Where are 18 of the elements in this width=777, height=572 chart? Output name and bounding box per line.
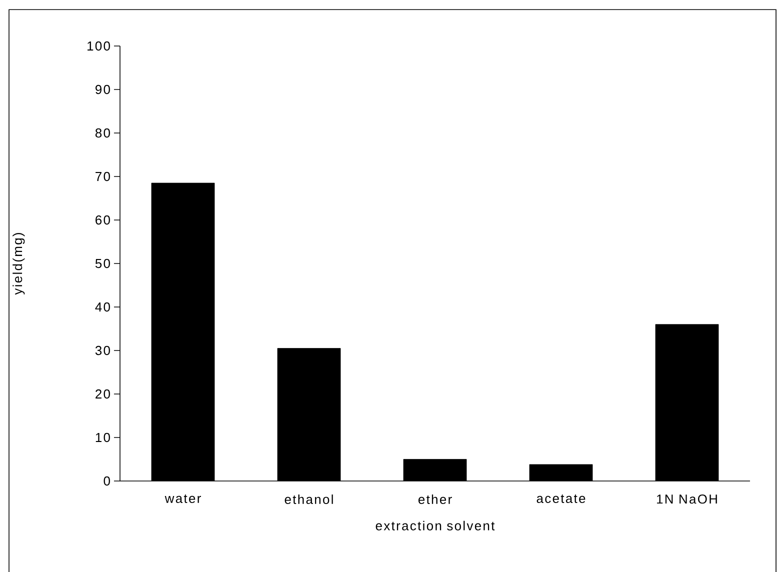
y-tick-label: 30 xyxy=(95,346,110,356)
x-tick-label: ethanol xyxy=(284,494,333,504)
y-tick-label: 90 xyxy=(96,84,110,94)
x-tick-label: acetate xyxy=(536,494,586,503)
y-tick-label: 40 xyxy=(95,302,110,312)
y-tick-label: 70 xyxy=(96,172,110,182)
x-tick-label: water xyxy=(164,494,201,503)
x-axis-title: extraction solvent xyxy=(376,520,495,530)
y-tick-label: 10 xyxy=(96,432,110,442)
y-tick-label: 20 xyxy=(96,389,110,399)
x-tick-label: 1N NaOH xyxy=(657,494,717,504)
y-tick-label: 80 xyxy=(95,128,110,138)
x-tick-label: ether xyxy=(418,494,452,504)
y-tick-label: 100 xyxy=(88,41,110,51)
y-axis-title: yield(mg) xyxy=(12,233,25,295)
y-tick-label: 0 xyxy=(104,476,110,486)
y-tick-label: 60 xyxy=(96,215,110,225)
y-tick-label: 50 xyxy=(95,258,110,268)
